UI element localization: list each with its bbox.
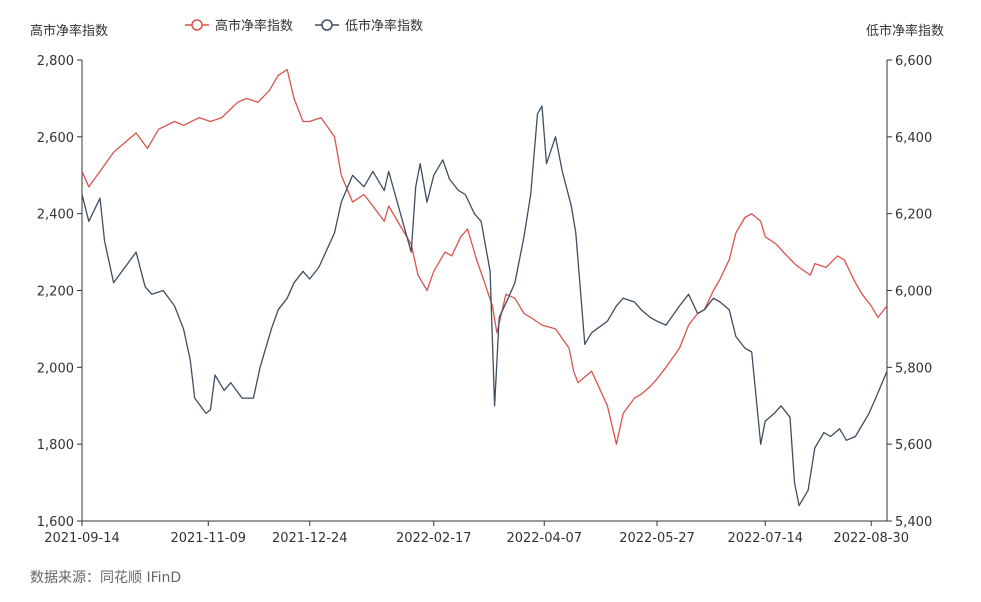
- legend-swatch-high-icon: [185, 18, 209, 31]
- y-left-tick-label: 1,600: [37, 515, 74, 530]
- y-right-tick-label: 5,400: [895, 515, 932, 530]
- series-line-low: [81, 105, 888, 507]
- x-tick-label: 2021-12-24: [272, 531, 348, 546]
- x-tick-label: 2021-11-09: [170, 531, 246, 546]
- x-tick-label: 2022-07-14: [727, 531, 803, 546]
- y-left-tick-label: 2,400: [37, 208, 74, 223]
- y-right-tick-label: 6,600: [895, 54, 932, 69]
- y-left-tick-label: 2,200: [37, 285, 74, 300]
- x-tick-label: 2022-02-17: [396, 531, 472, 546]
- legend-item-high[interactable]: 高市净率指数: [185, 15, 293, 34]
- y-right-tick-label: 6,000: [895, 285, 932, 300]
- y-right-tick-label: 5,600: [895, 438, 932, 453]
- y-left-tick-label: 2,600: [37, 131, 74, 146]
- y-axis-left-title: 高市净率指数: [30, 24, 109, 39]
- y-left-tick-label: 1,800: [37, 438, 74, 453]
- y-left-tick-label: 2,800: [37, 54, 74, 69]
- legend-label-low: 低市净率指数: [345, 19, 424, 34]
- x-tick-label: 2022-04-07: [506, 531, 582, 546]
- legend-swatch-low-icon: [315, 18, 340, 31]
- data-source-note: 数据来源：同花顺 IFinD: [30, 570, 182, 586]
- legend-label-high: 高市净率指数: [215, 19, 294, 34]
- y-left-tick-label: 2,000: [37, 361, 74, 376]
- x-tick-label: 2022-08-30: [833, 531, 909, 546]
- x-tick-label: 2021-09-14: [44, 531, 120, 546]
- x-tick-label: 2022-05-27: [619, 531, 695, 546]
- series-line-high: [81, 68, 888, 445]
- chart-legend: 高市净率指数 低市净率指数: [185, 15, 445, 34]
- y-axis-right-title: 低市净率指数: [865, 24, 944, 39]
- legend-item-low[interactable]: 低市净率指数: [315, 15, 423, 34]
- y-right-tick-label: 5,800: [895, 361, 932, 376]
- y-right-tick-label: 6,400: [895, 131, 932, 146]
- y-right-tick-label: 6,200: [895, 208, 932, 223]
